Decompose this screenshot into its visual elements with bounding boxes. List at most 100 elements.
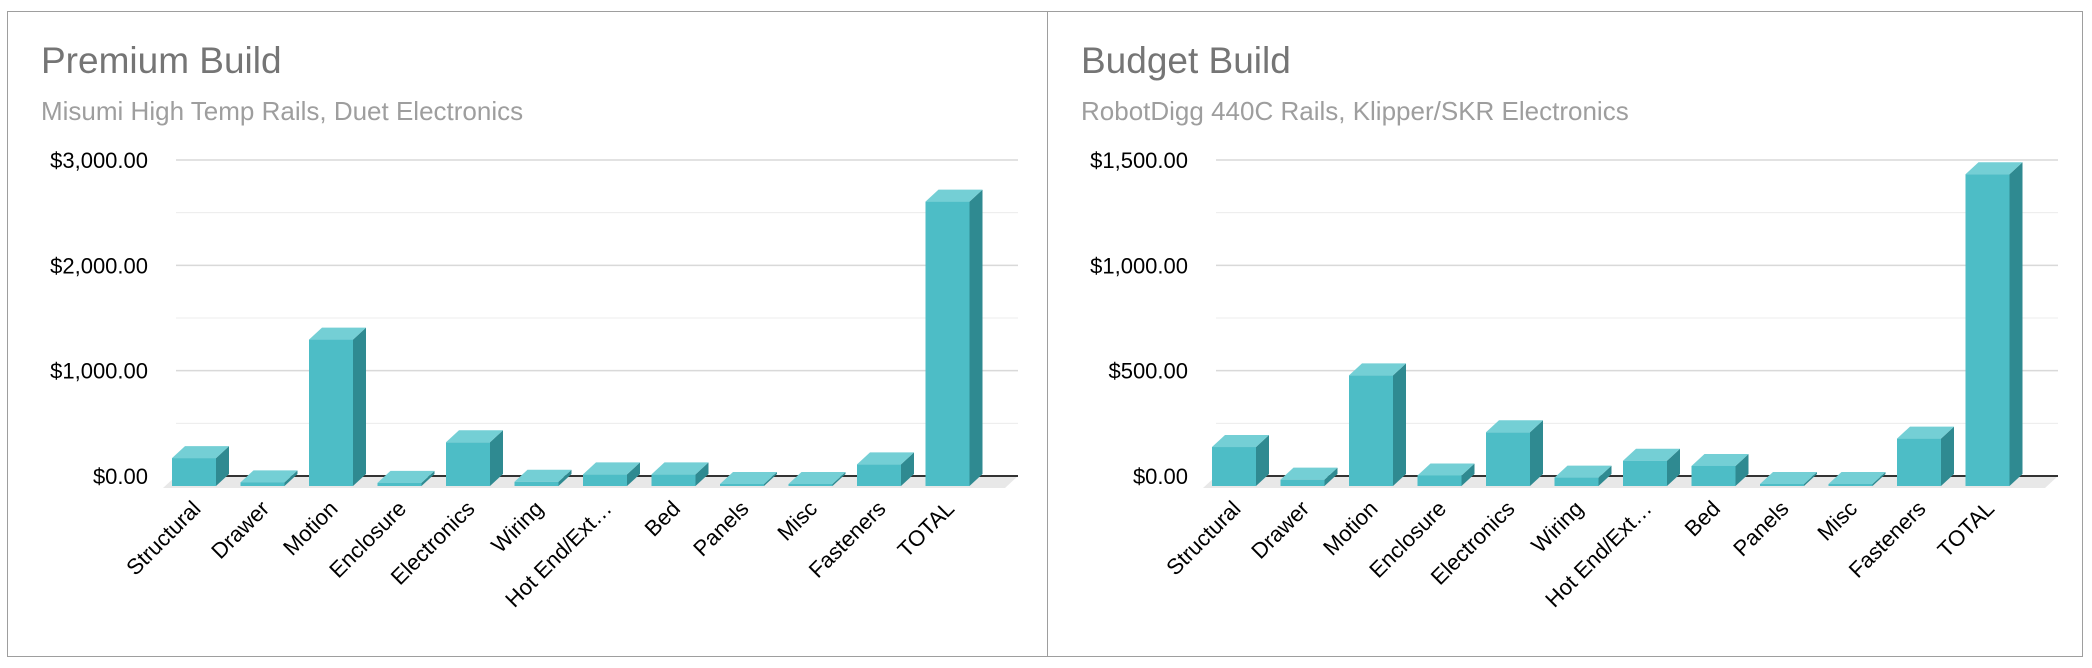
bar[interactable] <box>1212 435 1269 486</box>
bar-front <box>172 458 216 486</box>
bar[interactable] <box>377 470 435 486</box>
bar-front <box>1212 447 1256 486</box>
bar-side <box>764 472 777 486</box>
bar-top <box>172 446 229 459</box>
bar-top <box>1760 472 1817 484</box>
bar-top <box>651 462 709 475</box>
bar[interactable] <box>1623 448 1680 486</box>
bar-top <box>514 469 572 482</box>
x-tick-label: Motion <box>278 496 342 560</box>
bar-front <box>1280 479 1325 486</box>
bar[interactable] <box>1554 465 1612 486</box>
bar-side <box>216 446 229 486</box>
bar-front <box>309 339 353 486</box>
bar-front <box>1486 432 1530 486</box>
bar-side <box>1598 465 1612 486</box>
bar-top <box>1897 426 1954 439</box>
bar-top <box>1486 420 1543 433</box>
bar[interactable] <box>1965 162 2023 487</box>
bar-front <box>1965 174 2010 487</box>
bar[interactable] <box>1349 363 1406 486</box>
x-tick-label: Bed <box>640 496 685 541</box>
bar-front <box>514 481 559 486</box>
bar-side <box>2009 162 2023 487</box>
bar[interactable] <box>857 452 914 486</box>
bar-top <box>240 470 298 483</box>
y-tick-label: $3,000.00 <box>50 148 148 173</box>
bar-side <box>284 470 298 486</box>
bar[interactable] <box>1828 472 1886 486</box>
bar[interactable] <box>788 472 846 486</box>
bar-front <box>1417 475 1462 486</box>
bar-front <box>377 482 422 486</box>
chart-title: Budget Build <box>1081 40 1291 81</box>
x-tick-label: Wiring <box>486 496 548 558</box>
chart-title: Premium Build <box>41 40 282 81</box>
bar-front <box>720 484 764 486</box>
bar-top <box>583 462 640 475</box>
bar-front <box>651 474 696 486</box>
bar-side <box>1804 472 1817 486</box>
bar-side <box>1667 448 1680 486</box>
bar[interactable] <box>720 472 777 486</box>
bar-front <box>1897 438 1941 486</box>
bar-side <box>1256 435 1269 486</box>
y-tick-label: $1,000.00 <box>1090 253 1188 278</box>
bar-top <box>446 430 503 443</box>
bar[interactable] <box>583 462 640 486</box>
bar-front <box>1691 465 1736 486</box>
bar-top <box>1691 453 1749 466</box>
bar[interactable] <box>1486 420 1543 486</box>
x-tick-label: Misc <box>772 496 822 546</box>
bar-side <box>832 472 846 486</box>
bar-side <box>1393 363 1406 486</box>
bar-side <box>1872 472 1886 486</box>
bar-side <box>353 327 366 486</box>
x-tick-label: Panels <box>688 496 753 561</box>
y-tick-label: $0.00 <box>1133 464 1188 489</box>
bar-side <box>1530 420 1543 486</box>
bar[interactable] <box>651 462 709 486</box>
bar-side <box>1941 426 1954 486</box>
x-tick-label: Drawer <box>206 496 274 564</box>
bar-front <box>925 201 970 486</box>
x-tick-label: Structural <box>1161 496 1245 580</box>
bar-side <box>1735 453 1749 486</box>
chart-plot[interactable]: $0.00 $1,000.00 $2,000.00 $3,000.00 Structur… <box>8 12 1047 656</box>
y-tick-label: $0.00 <box>93 464 148 489</box>
bar[interactable] <box>446 430 503 486</box>
bar-front <box>788 484 833 486</box>
bar[interactable] <box>309 327 366 486</box>
bar-top <box>1349 363 1406 376</box>
bar[interactable] <box>925 189 983 486</box>
chart-panel-budget[interactable]: Budget Build RobotDigg 440C Rails, Klipp… <box>1048 12 2082 656</box>
bar-top <box>1280 467 1338 480</box>
x-tick-label: TOTAL <box>1933 496 1999 562</box>
bar-top <box>309 327 366 340</box>
bar-top <box>857 452 914 465</box>
bar[interactable] <box>172 446 229 486</box>
bar[interactable] <box>1280 467 1338 486</box>
bar-front <box>1623 460 1667 486</box>
bar-top <box>1965 162 2023 175</box>
bar-top <box>1623 448 1680 461</box>
y-tick-label: $2,000.00 <box>50 253 148 278</box>
bar-side <box>558 469 572 486</box>
chart-plot[interactable]: $0.00 $500.00 $1,000.00 $1,500.00 Structural… <box>1048 12 2082 656</box>
bar[interactable] <box>240 470 298 486</box>
bar[interactable] <box>1691 453 1749 486</box>
bar[interactable] <box>514 469 572 486</box>
bar-top <box>1212 435 1269 448</box>
x-tick-label: Structural <box>121 496 205 580</box>
chart-panel-premium[interactable]: Premium Build Misumi High Temp Rails, Du… <box>8 12 1047 656</box>
x-tick-label: Wiring <box>1526 496 1588 558</box>
bar[interactable] <box>1417 463 1475 486</box>
x-tick-label: Bed <box>1680 496 1725 541</box>
bar-side <box>695 462 709 486</box>
y-tick-label: $1,000.00 <box>50 359 148 384</box>
bar-front <box>583 474 627 486</box>
bar[interactable] <box>1897 426 1954 486</box>
bar-front <box>446 442 490 486</box>
bar[interactable] <box>1760 472 1817 486</box>
y-tick-label: $1,500.00 <box>1090 148 1188 173</box>
